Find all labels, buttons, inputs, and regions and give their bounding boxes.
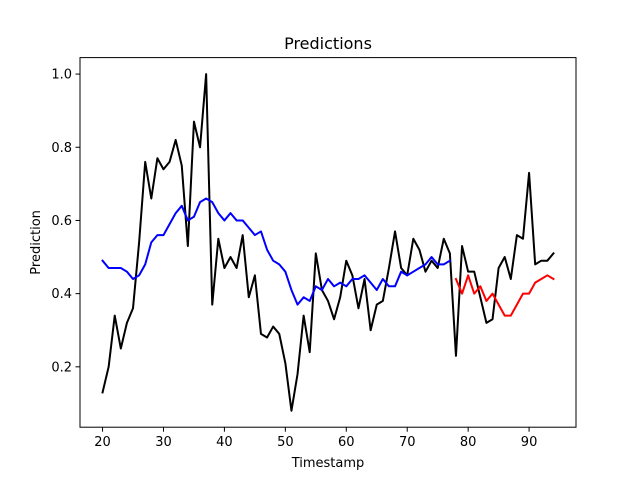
x-tick-label: 60 [338,435,355,450]
series-line-3 [454,274,555,317]
x-tick-label: 80 [460,435,477,450]
chart-title: Predictions [284,34,372,53]
x-tick-label: 50 [277,435,294,450]
y-tick-label: 0.6 [51,214,72,229]
y-tick-label: 0.8 [51,141,72,156]
x-tick-label: 30 [155,435,172,450]
x-tick-label: 40 [216,435,233,450]
series-line-2 [101,197,452,306]
axes-frame [79,57,577,428]
y-tick-label: 0.2 [51,360,72,375]
x-tick-label: 90 [521,435,538,450]
x-tick-label: 70 [399,435,416,450]
y-tick-label: 1.0 [51,68,72,83]
plot-area [101,73,555,412]
y-tick-label: 0.4 [51,287,72,302]
y-axis-label: Prediction [29,210,44,275]
y-axis: 0.2 0.4 0.6 0.8 1.0 [51,68,80,375]
x-axis-label: Timestamp [291,456,365,471]
x-axis: 20 30 40 50 60 70 80 90 [94,427,537,450]
x-tick-label: 20 [94,435,111,450]
